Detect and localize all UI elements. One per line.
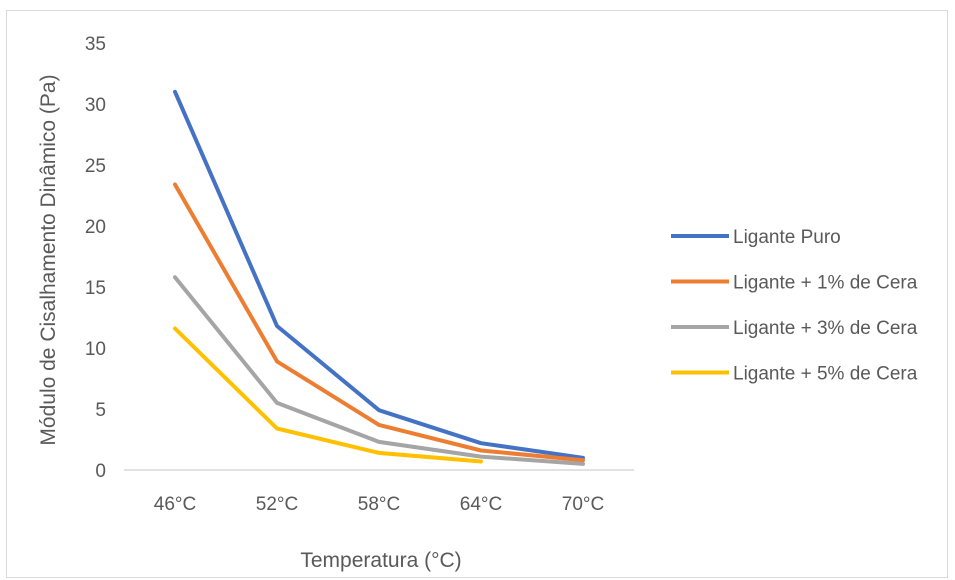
series-line [173, 275, 585, 466]
y-tick-label: 20 [85, 217, 106, 238]
y-axis-ticks: 0 5 10 15 20 25 30 35 [85, 34, 106, 482]
y-tick-label: 25 [85, 156, 106, 177]
x-tick-label: 64°C [460, 494, 502, 515]
x-tick-label: 46°C [154, 494, 196, 515]
y-tick-label: 5 [95, 400, 106, 421]
series-line [173, 326, 483, 464]
legend-label: Ligante + 5% de Cera [733, 364, 918, 385]
legend-label: Ligante + 1% de Cera [733, 273, 918, 294]
x-axis-ticks: 46°C 52°C 58°C 64°C 70°C [154, 494, 604, 515]
x-tick-label: 70°C [562, 494, 604, 515]
legend: Ligante Puro Ligante + 1% de Cera Ligante … [671, 227, 918, 385]
x-tick-label: 52°C [256, 494, 298, 515]
series-line [173, 182, 585, 463]
y-tick-label: 30 [85, 95, 106, 116]
y-tick-label: 10 [85, 339, 106, 360]
x-axis-title: Temperatura (°C) [300, 549, 461, 572]
chart-frame [6, 10, 948, 578]
y-axis-title: Módulo de Cisalhamento Dinâmico (Pa) [37, 74, 60, 445]
series-line [173, 89, 585, 460]
series-lines [173, 89, 585, 466]
legend-label: Ligante + 3% de Cera [733, 318, 918, 339]
x-tick-label: 58°C [358, 494, 400, 515]
y-tick-label: 15 [85, 278, 106, 299]
y-tick-label: 35 [85, 34, 106, 55]
y-tick-label: 0 [95, 461, 106, 482]
legend-label: Ligante Puro [733, 227, 841, 248]
